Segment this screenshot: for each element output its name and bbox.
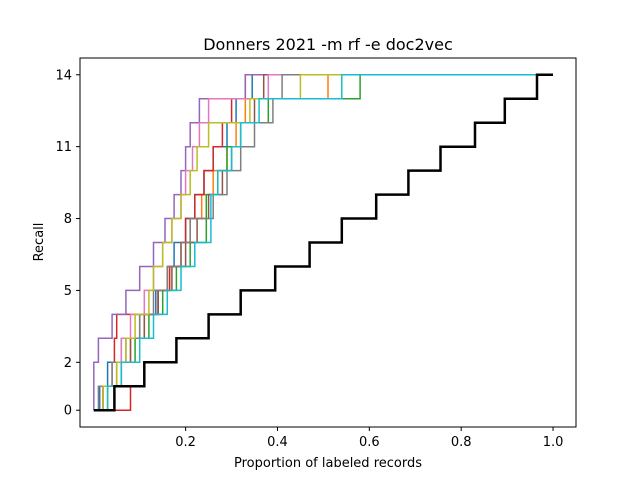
x-tick-label: 1.0: [543, 435, 564, 450]
y-axis-label: Recall: [32, 223, 47, 262]
x-axis: 0.2 0.4 0.6 0.8 1.0: [175, 427, 563, 450]
x-tick-label: 0.8: [451, 435, 472, 450]
y-tick-label: 0: [64, 404, 72, 419]
x-tick-label: 0.4: [267, 435, 288, 450]
x-tick-label: 0.6: [359, 435, 380, 450]
chart-title: Donners 2021 -m rf -e doc2vec: [203, 35, 453, 54]
y-tick-label: 5: [64, 284, 72, 299]
series-line-5: [93, 74, 553, 411]
y-axis: 0 2 5 8 11 14: [55, 68, 80, 419]
y-tick-label: 2: [64, 356, 72, 371]
plot-area: [93, 73, 553, 412]
y-tick-label: 11: [55, 140, 72, 155]
series-line-10: [93, 74, 553, 411]
y-tick-label: 14: [55, 68, 72, 83]
x-tick-label: 0.2: [175, 435, 196, 450]
x-axis-label: Proportion of labeled records: [234, 456, 422, 471]
series-line-11: [93, 73, 553, 412]
y-tick-label: 8: [64, 212, 72, 227]
axes-frame: [79, 57, 577, 428]
